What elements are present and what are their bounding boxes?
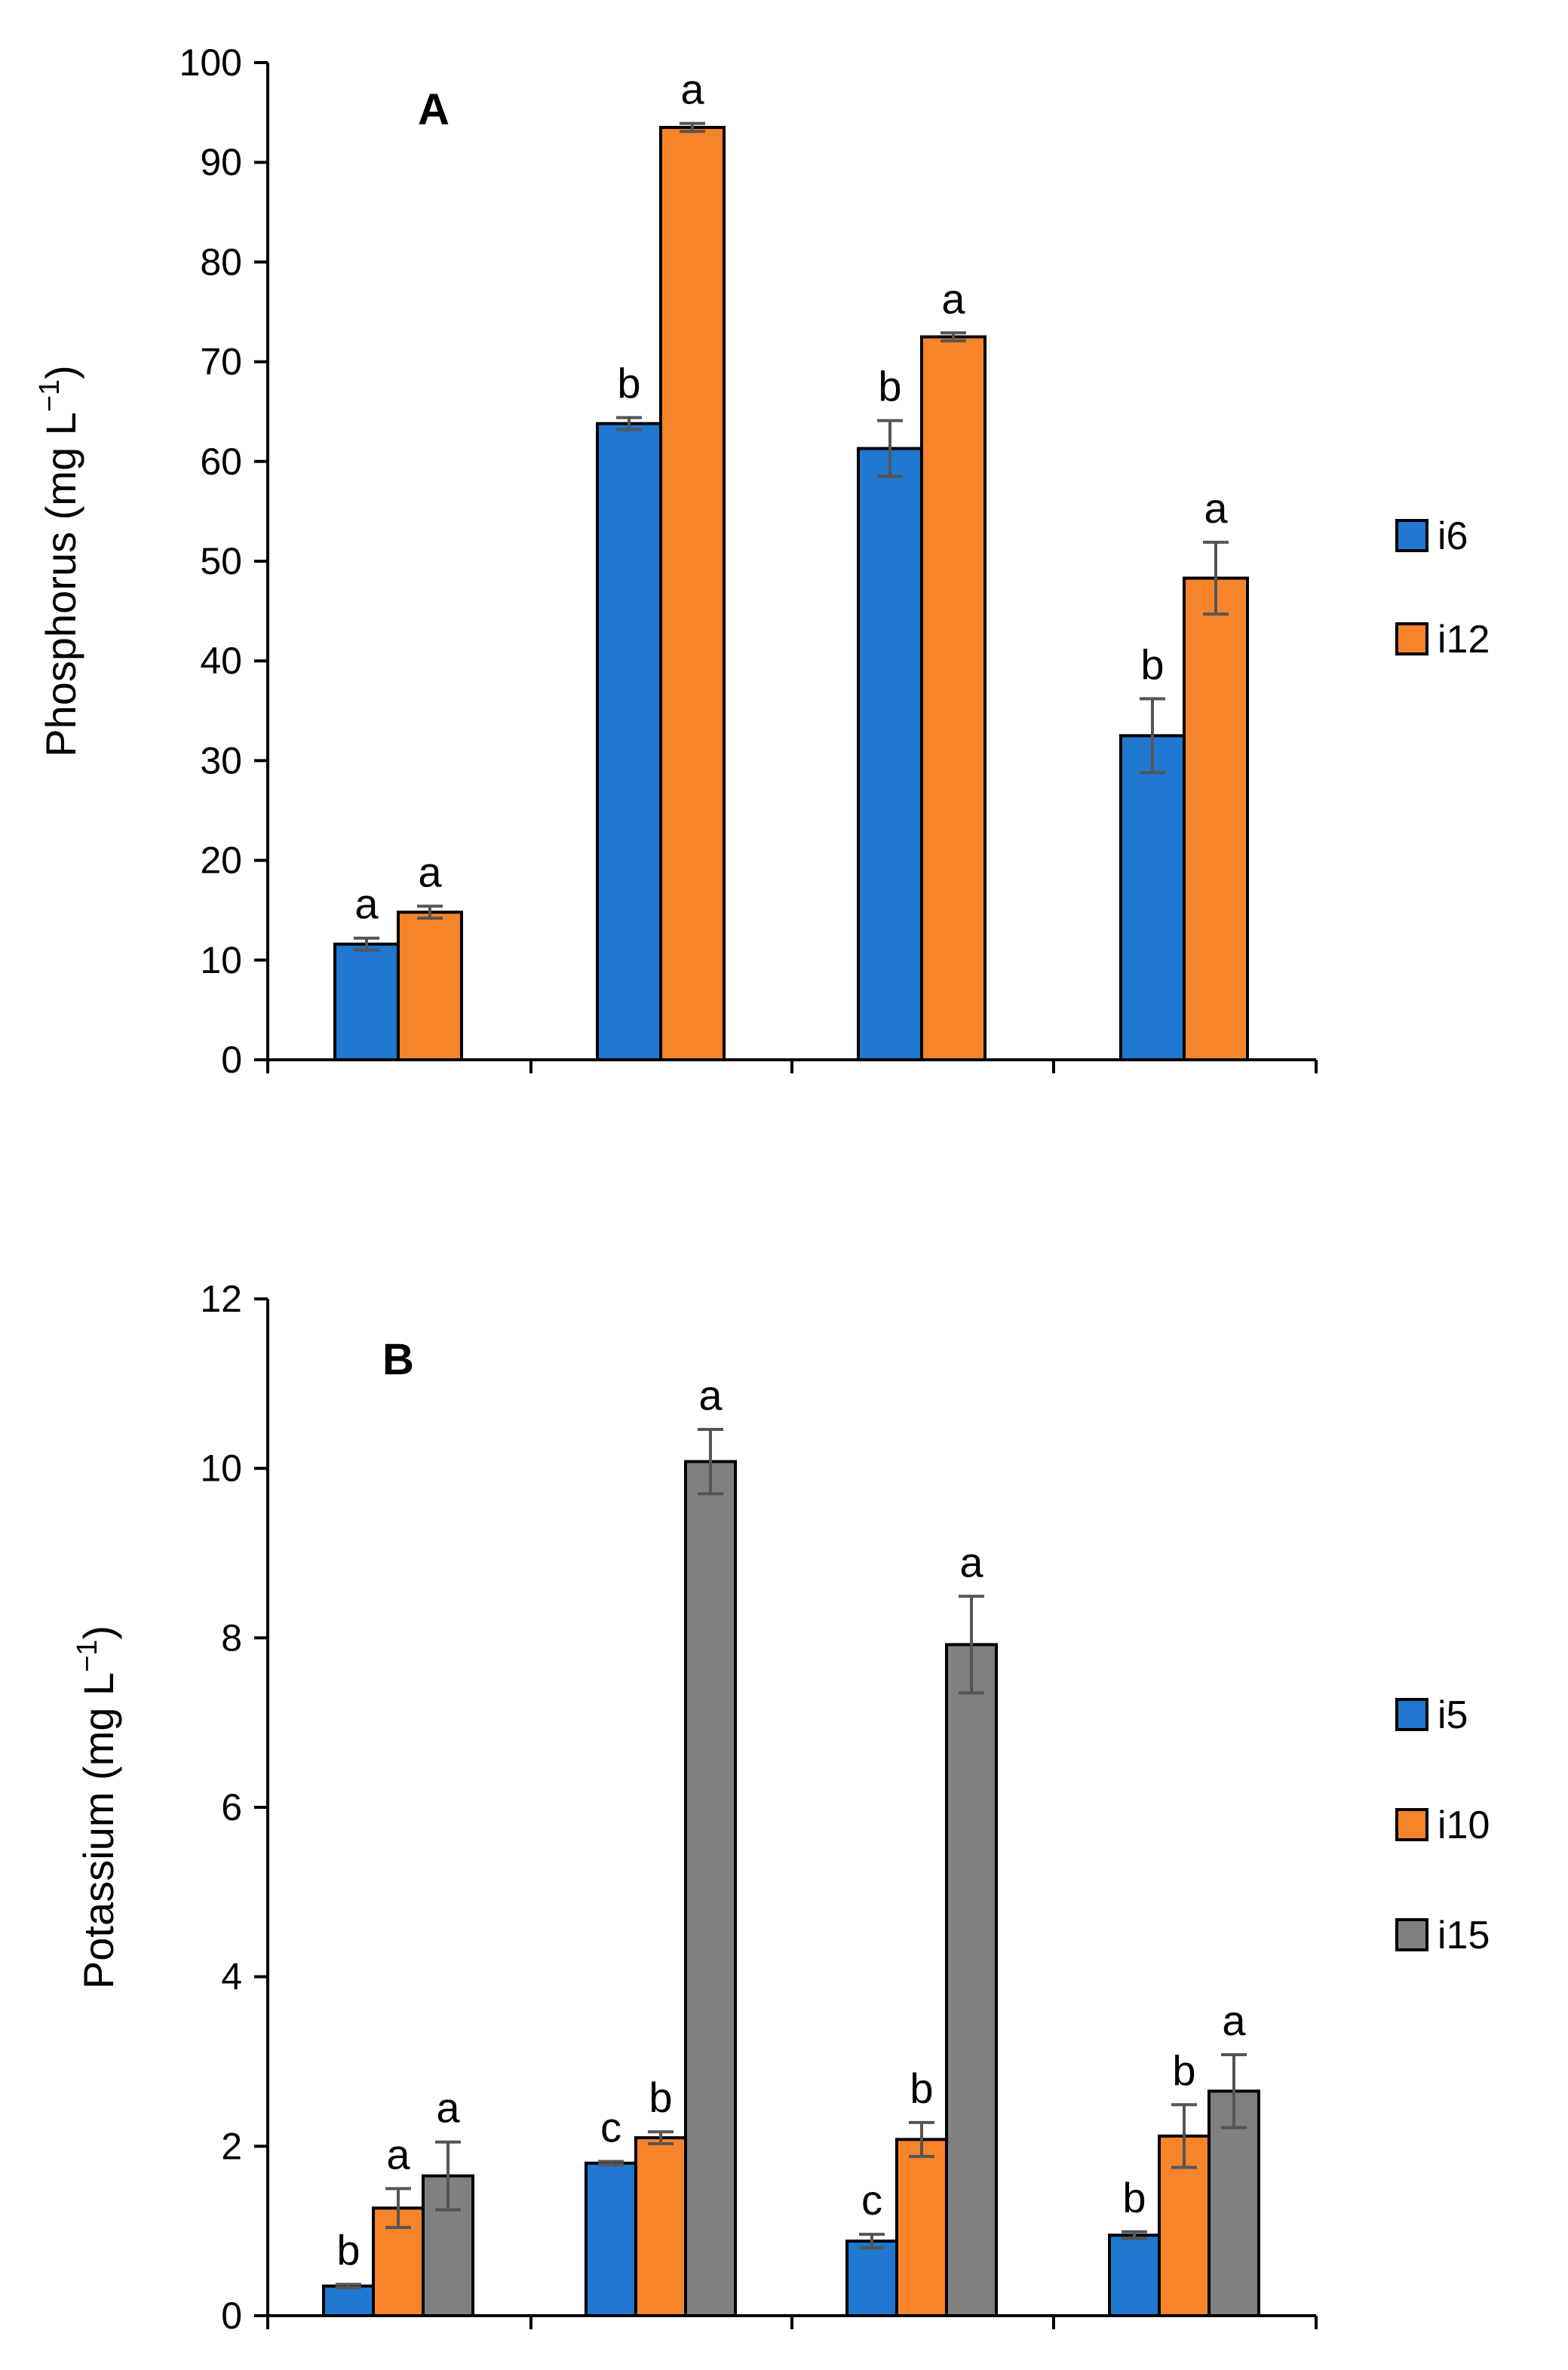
bar — [845, 2240, 898, 2318]
significance-letter: c — [600, 2104, 621, 2151]
bar — [397, 910, 463, 1061]
bar — [684, 1460, 737, 2317]
y-tick-label: 20 — [200, 840, 242, 882]
legend-label: i5 — [1438, 1693, 1468, 1737]
y-tick-label: 40 — [200, 640, 242, 682]
significance-letter: b — [1172, 2046, 1195, 2094]
legend-swatch — [1395, 519, 1428, 552]
bar — [333, 942, 400, 1061]
y-tick-label: 2 — [221, 2125, 242, 2167]
bar — [596, 422, 662, 1061]
panel-letter: B — [382, 1335, 414, 1384]
significance-letter: a — [941, 275, 965, 322]
significance-letter: a — [1222, 1997, 1246, 2044]
y-tick-label: 0 — [221, 2295, 242, 2337]
bar — [945, 1643, 998, 2318]
significance-letter: b — [1140, 640, 1164, 688]
legend-label: i12 — [1438, 618, 1490, 662]
bar — [895, 2138, 948, 2318]
y-tick-label: 90 — [200, 141, 242, 183]
y-tick-label: 12 — [200, 1278, 242, 1320]
significance-letter: b — [878, 363, 901, 410]
significance-letter: a — [418, 848, 442, 895]
y-tick-label: 80 — [200, 241, 242, 283]
y-tick-label: 6 — [221, 1786, 242, 1828]
significance-letter: b — [336, 2226, 360, 2273]
legend-label: i6 — [1438, 514, 1468, 558]
significance-letter: b — [617, 360, 640, 407]
significance-letter: a — [354, 880, 379, 928]
y-tick-label: 0 — [221, 1039, 242, 1081]
bar — [920, 335, 987, 1061]
significance-letter: a — [436, 2084, 460, 2132]
significance-letter: a — [680, 66, 704, 113]
bar — [585, 2161, 637, 2318]
significance-letter: b — [910, 2065, 933, 2112]
legend-swatch — [1395, 1698, 1428, 1731]
bar — [1119, 734, 1186, 1061]
y-axis-title: Potassium (mg L−1) — [72, 1626, 122, 1989]
bar — [659, 125, 726, 1061]
y-tick-label: 8 — [221, 1616, 242, 1659]
legend-label: i10 — [1438, 1804, 1490, 1847]
y-tick-label: 50 — [200, 540, 242, 582]
significance-letter: a — [1204, 484, 1228, 532]
y-tick-label: 70 — [200, 341, 242, 383]
y-tick-label: 4 — [221, 1956, 242, 1998]
significance-letter: a — [386, 2131, 410, 2178]
y-tick-label: 30 — [200, 739, 242, 781]
significance-letter: c — [861, 2176, 882, 2224]
legend-swatch — [1395, 1918, 1428, 1951]
panel-a-phosphorus-chart: 0 10 20 30 40 50 60 70 80 90 100 Phosphorus (mg L−1… — [34, 41, 1490, 1081]
significance-letter: b — [649, 2074, 672, 2121]
legend-swatch — [1395, 622, 1428, 655]
significance-letter: b — [1122, 2174, 1146, 2221]
y-tick-label: 10 — [200, 1447, 242, 1490]
significance-letter: a — [698, 1371, 723, 1419]
y-axis-title: Phosphorus (mg L−1) — [34, 365, 84, 757]
legend-swatch — [1395, 1808, 1428, 1841]
y-tick-label: 10 — [200, 939, 242, 981]
bar — [634, 2136, 687, 2318]
bar — [857, 447, 923, 1061]
panel-letter: A — [418, 85, 450, 134]
y-tick-label: 100 — [180, 41, 242, 84]
legend-label: i15 — [1438, 1914, 1490, 1957]
significance-letter: a — [959, 1538, 983, 1586]
bar — [322, 2284, 375, 2318]
bar — [1183, 576, 1249, 1061]
y-tick-label: 60 — [200, 441, 242, 483]
bar — [1108, 2233, 1161, 2318]
